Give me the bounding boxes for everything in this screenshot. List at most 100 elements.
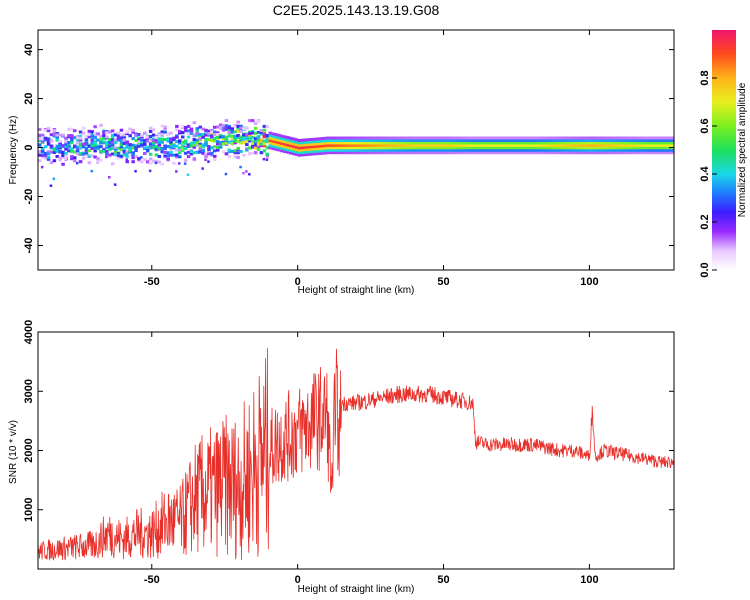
spectrogram-cell (143, 147, 147, 151)
spectrogram-cell (201, 151, 205, 155)
spectrogram-cell (484, 143, 488, 147)
spectrogram-cell (539, 136, 544, 140)
spectrogram-cell (592, 151, 596, 155)
spectrogram-cell (583, 141, 588, 145)
spectrogram-cell (335, 143, 340, 147)
spectrogram-cell (210, 153, 214, 157)
spectrogram-cell (385, 136, 389, 140)
spectrogram-cell (70, 149, 74, 153)
spectrogram-cell (178, 151, 182, 155)
spectrogram-cell (341, 139, 345, 142)
spectrogram-cell (221, 126, 226, 130)
spectrogram-cell (251, 136, 255, 140)
spectrogram-cell (93, 141, 97, 145)
spectrogram-cell (55, 147, 59, 150)
spectrogram-cell (604, 151, 608, 155)
spectrogram-cell (580, 139, 585, 142)
spectrogram-cell (160, 130, 164, 134)
spectrogram-cell (259, 141, 264, 144)
spectrogram-cell (61, 153, 65, 157)
spectrogram-cell (245, 133, 249, 137)
spectrogram-cell (218, 123, 223, 127)
snr-xlabel: Height of straight line (km) (298, 584, 415, 595)
spectrogram-cell (621, 136, 625, 140)
spectrogram-cell (256, 145, 261, 149)
spectrogram-cell (586, 148, 590, 152)
spectrogram-cell (621, 143, 625, 147)
spectrogram-cell (67, 134, 71, 138)
spectrogram-cell (160, 147, 164, 151)
spectrogram-cell (291, 152, 296, 156)
spectrogram-cell (396, 148, 401, 152)
spectrogram-cell (367, 148, 372, 152)
spectrogram-cell (536, 141, 541, 145)
spectrogram-cell (233, 155, 237, 159)
spectrogram-cell (280, 144, 284, 148)
spectrogram-cell (312, 147, 316, 151)
spectrogram-cell (478, 141, 482, 145)
spectrogram-cell (323, 136, 328, 140)
spectrogram-cell (671, 148, 674, 152)
spectrogram-cell (105, 152, 109, 156)
spectrogram-cell (303, 145, 307, 149)
spectrogram-cell (81, 145, 86, 149)
spectrogram-cell (525, 139, 529, 142)
x-tick-label: -50 (144, 574, 160, 586)
spectrogram-cell (542, 141, 547, 145)
spectrogram-cell (356, 151, 360, 155)
spectrogram-cell (589, 139, 593, 142)
spectrogram-cell (601, 136, 605, 140)
spectrogram-cell (426, 141, 430, 145)
spectrogram-cell (148, 146, 153, 150)
spectrogram-cell (163, 138, 167, 141)
spectrogram-cell (78, 152, 83, 156)
spectrogram-cell (140, 134, 144, 137)
spectrogram-cell (323, 146, 328, 150)
spectrogram-cell (233, 134, 237, 138)
spectrogram-cell (519, 151, 523, 155)
spectrogram-cell (148, 161, 153, 165)
spectrogram-cell (183, 129, 188, 133)
spectrogram-cell (522, 151, 526, 155)
spectrogram-cell (148, 135, 153, 138)
spectrogram-cell (379, 141, 383, 145)
spectrogram-cell (463, 139, 468, 142)
spectrogram-cell (119, 133, 124, 137)
spectrogram-cell (99, 158, 103, 162)
spectrogram-cell (58, 145, 62, 149)
spectrogram-cell (288, 141, 293, 145)
spectrogram-cell (166, 145, 170, 148)
spectrogram-cell (78, 142, 83, 146)
spectrogram-cell (496, 141, 500, 145)
spectrogram-cell (647, 146, 652, 150)
spectrogram-cell (259, 138, 264, 142)
spectrogram-cell (67, 141, 71, 144)
spectrogram-cell (490, 148, 494, 152)
spectrogram-cell (268, 141, 272, 145)
spectrogram-cell (110, 133, 115, 137)
spectrogram-cell (195, 143, 199, 147)
spectrogram-cell (90, 132, 94, 136)
spectrogram-cell (414, 143, 418, 147)
spectrogram-cell (119, 140, 124, 144)
spectrogram-cell (417, 136, 421, 140)
spectrogram-cell (350, 139, 354, 142)
spectrogram-cell (201, 145, 205, 149)
spectrogram-cell (286, 150, 290, 154)
spectrogram-cell (434, 148, 439, 152)
spectrogram-cell (531, 141, 535, 145)
spectrogram-cell (443, 151, 447, 155)
spectrogram-cell (388, 146, 392, 150)
spectrogram-cell (125, 143, 129, 147)
spectrogram-cell (417, 146, 421, 150)
spectrogram-cell (154, 148, 159, 152)
spectrogram-cell (93, 145, 97, 149)
spectrogram-cell (399, 139, 404, 142)
spectrogram-cell (665, 136, 669, 140)
spectrogram-cell (224, 135, 229, 139)
spectrogram-cell (201, 133, 205, 136)
spectrogram-cell (566, 143, 570, 147)
spectrogram-cell (312, 150, 316, 153)
spectrogram-cell (318, 149, 322, 153)
